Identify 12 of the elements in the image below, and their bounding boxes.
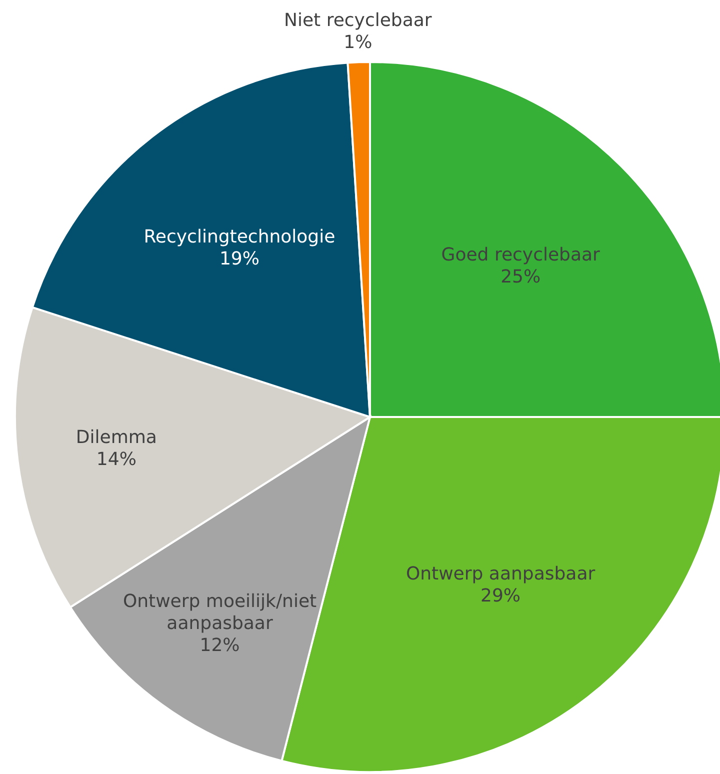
data-label: 1% — [344, 32, 372, 54]
data-label: 12% — [200, 634, 240, 656]
data-label: 19% — [219, 248, 260, 270]
slice-label: Ontwerp moeilijk/niet aanpasbaar — [122, 590, 317, 634]
slice-label: Ontwerp aanpasbaar — [406, 563, 596, 584]
slice-label: Goed recyclebaar — [441, 244, 601, 266]
slice-label: Niet recyclebaar — [284, 10, 432, 32]
data-label: 25% — [500, 266, 541, 288]
data-label: 14% — [96, 448, 136, 470]
slice-label: Recyclingtechnologie — [144, 226, 336, 248]
data-label: 29% — [480, 585, 521, 606]
slice-label: Dilemma — [76, 426, 157, 448]
